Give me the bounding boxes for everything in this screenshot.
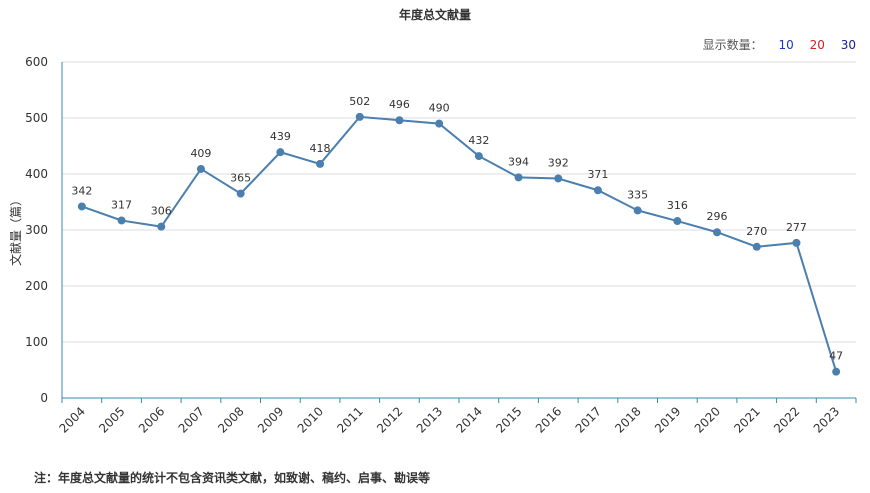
x-tick-label: 2007 xyxy=(176,404,207,435)
display-count-10-option[interactable]: 10 xyxy=(778,38,794,52)
data-point-2008[interactable] xyxy=(236,189,245,198)
x-tick-label: 2015 xyxy=(493,404,524,435)
data-point-2017[interactable] xyxy=(593,186,602,195)
chart-title: 年度总文献量 xyxy=(398,8,471,22)
x-tick-label: 2004 xyxy=(56,404,87,435)
data-points xyxy=(77,112,841,376)
series-line xyxy=(81,115,838,372)
x-tick-label: 2023 xyxy=(811,404,842,435)
data-point-2021[interactable] xyxy=(752,242,761,251)
x-axis-ticks: 2004 2005 2006 2007 2008 2009 2010 2011 2012 2013… xyxy=(56,398,857,436)
x-tick-label: 2016 xyxy=(533,404,564,435)
data-label-2021: 270 xyxy=(746,225,767,238)
data-point-2011[interactable] xyxy=(355,112,364,121)
data-label-2017: 371 xyxy=(587,168,608,181)
x-tick-label: 2022 xyxy=(771,404,802,435)
data-label-2006: 306 xyxy=(151,205,172,218)
data-point-2022[interactable] xyxy=(792,238,801,247)
data-label-2015: 394 xyxy=(508,155,529,168)
data-point-2014[interactable] xyxy=(474,152,483,161)
y-axis-ticks: 0 100 200 300 400 500 600 xyxy=(25,55,48,405)
display-count-label: 显示数量： xyxy=(702,38,763,52)
data-point-2020[interactable] xyxy=(713,228,722,237)
x-tick-label: 2010 xyxy=(295,404,326,435)
y-axis-title: 文献量（篇） xyxy=(8,194,23,266)
data-point-2009[interactable] xyxy=(276,148,285,157)
y-tick-label: 0 xyxy=(40,391,48,405)
data-point-2005[interactable] xyxy=(117,216,126,225)
data-label-2008: 365 xyxy=(230,172,251,185)
data-point-2004[interactable] xyxy=(77,202,86,211)
data-point-2023[interactable] xyxy=(832,367,841,376)
data-labels: 342 317 306 409 365 439 418 502 496 490 432 394 392 3… xyxy=(71,95,843,363)
data-point-2006[interactable] xyxy=(157,222,166,231)
data-point-2013[interactable] xyxy=(435,119,444,128)
data-label-2014: 432 xyxy=(468,134,489,147)
data-label-2019: 316 xyxy=(667,199,688,212)
x-tick-label: 2009 xyxy=(255,404,286,435)
data-point-2012[interactable] xyxy=(395,116,404,125)
data-point-2016[interactable] xyxy=(554,174,563,183)
y-tick-label: 200 xyxy=(25,279,48,293)
data-label-2018: 335 xyxy=(627,188,648,201)
x-tick-label: 2006 xyxy=(136,404,167,435)
grid-lines xyxy=(62,61,856,343)
data-label-2020: 296 xyxy=(707,210,728,223)
y-tick-label: 300 xyxy=(25,223,48,237)
display-count-control: 显示数量： 10 20 30 xyxy=(703,36,856,53)
y-tick-label: 600 xyxy=(25,55,48,69)
x-tick-label: 2011 xyxy=(334,404,365,435)
data-label-2022: 277 xyxy=(786,221,807,234)
data-label-2009: 439 xyxy=(270,130,291,143)
data-label-2011: 502 xyxy=(349,95,370,108)
data-label-2012: 496 xyxy=(389,98,410,111)
footnote: 注：年度总文献量的统计不包含资讯类文献，如致谢、稿约、启事、勘误等 xyxy=(34,471,431,485)
display-count-20-option[interactable]: 20 xyxy=(809,38,825,52)
y-tick-label: 100 xyxy=(25,335,48,349)
data-point-2015[interactable] xyxy=(514,173,523,182)
data-point-2007[interactable] xyxy=(196,164,205,173)
x-tick-label: 2018 xyxy=(612,404,643,435)
data-label-2023: 47 xyxy=(829,350,843,363)
x-tick-label: 2012 xyxy=(374,404,405,435)
data-point-2019[interactable] xyxy=(673,217,682,226)
x-tick-label: 2017 xyxy=(573,404,604,435)
x-tick-label: 2005 xyxy=(96,404,127,435)
x-tick-label: 2019 xyxy=(652,404,683,435)
display-count-30-option[interactable]: 30 xyxy=(840,38,856,52)
data-label-2013: 490 xyxy=(429,102,450,115)
data-label-2016: 392 xyxy=(548,156,569,169)
data-label-2004: 342 xyxy=(71,184,92,197)
data-point-2018[interactable] xyxy=(633,206,642,215)
data-point-2010[interactable] xyxy=(316,159,325,168)
x-tick-label: 2021 xyxy=(731,404,762,435)
x-tick-label: 2014 xyxy=(453,404,484,435)
x-tick-label: 2020 xyxy=(692,404,723,435)
x-tick-label: 2013 xyxy=(414,404,445,435)
y-tick-label: 500 xyxy=(25,111,48,125)
data-label-2005: 317 xyxy=(111,198,132,211)
data-label-2007: 409 xyxy=(190,147,211,160)
x-tick-label: 2008 xyxy=(215,404,246,435)
y-tick-label: 400 xyxy=(25,167,48,181)
data-label-2010: 418 xyxy=(310,142,331,155)
